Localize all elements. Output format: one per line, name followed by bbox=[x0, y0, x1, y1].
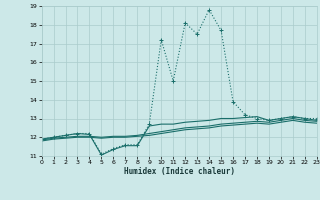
X-axis label: Humidex (Indice chaleur): Humidex (Indice chaleur) bbox=[124, 167, 235, 176]
